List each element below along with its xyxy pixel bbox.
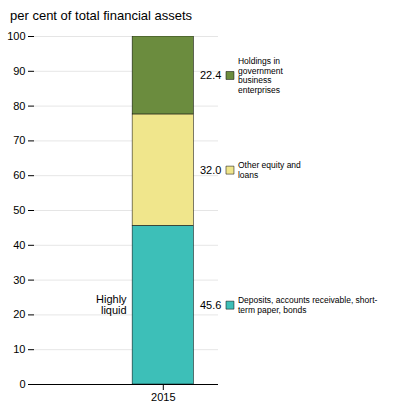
svg-text:100: 100: [7, 30, 25, 42]
svg-text:32.0: 32.0: [200, 164, 221, 176]
html-text:per cent of total financial as: per cent of total financial assets: [10, 8, 193, 23]
svg-text:30: 30: [13, 274, 25, 286]
svg-text:80: 80: [13, 100, 25, 112]
svg-text:45.6: 45.6: [200, 299, 221, 311]
svg-text:50: 50: [13, 204, 25, 216]
svg-text:22.4: 22.4: [200, 69, 221, 81]
svg-text:Deposits, accounts receivable,: Deposits, accounts receivable, short-ter…: [238, 295, 378, 315]
svg-text:90: 90: [13, 65, 25, 77]
svg-text:20: 20: [13, 308, 25, 320]
svg-text:Holdings ingovernmentbusinesse: Holdings ingovernmentbusinessenterprises: [238, 56, 284, 95]
svg-text:0: 0: [19, 378, 25, 390]
svg-text:10: 10: [13, 343, 25, 355]
svg-text:Other equity andloans: Other equity andloans: [238, 160, 301, 180]
svg-text:Highlyliquid: Highlyliquid: [96, 293, 127, 316]
svg-text:40: 40: [13, 239, 25, 251]
svg-text:2015: 2015: [151, 391, 175, 403]
svg-text:60: 60: [13, 169, 25, 181]
svg-text:70: 70: [13, 134, 25, 146]
